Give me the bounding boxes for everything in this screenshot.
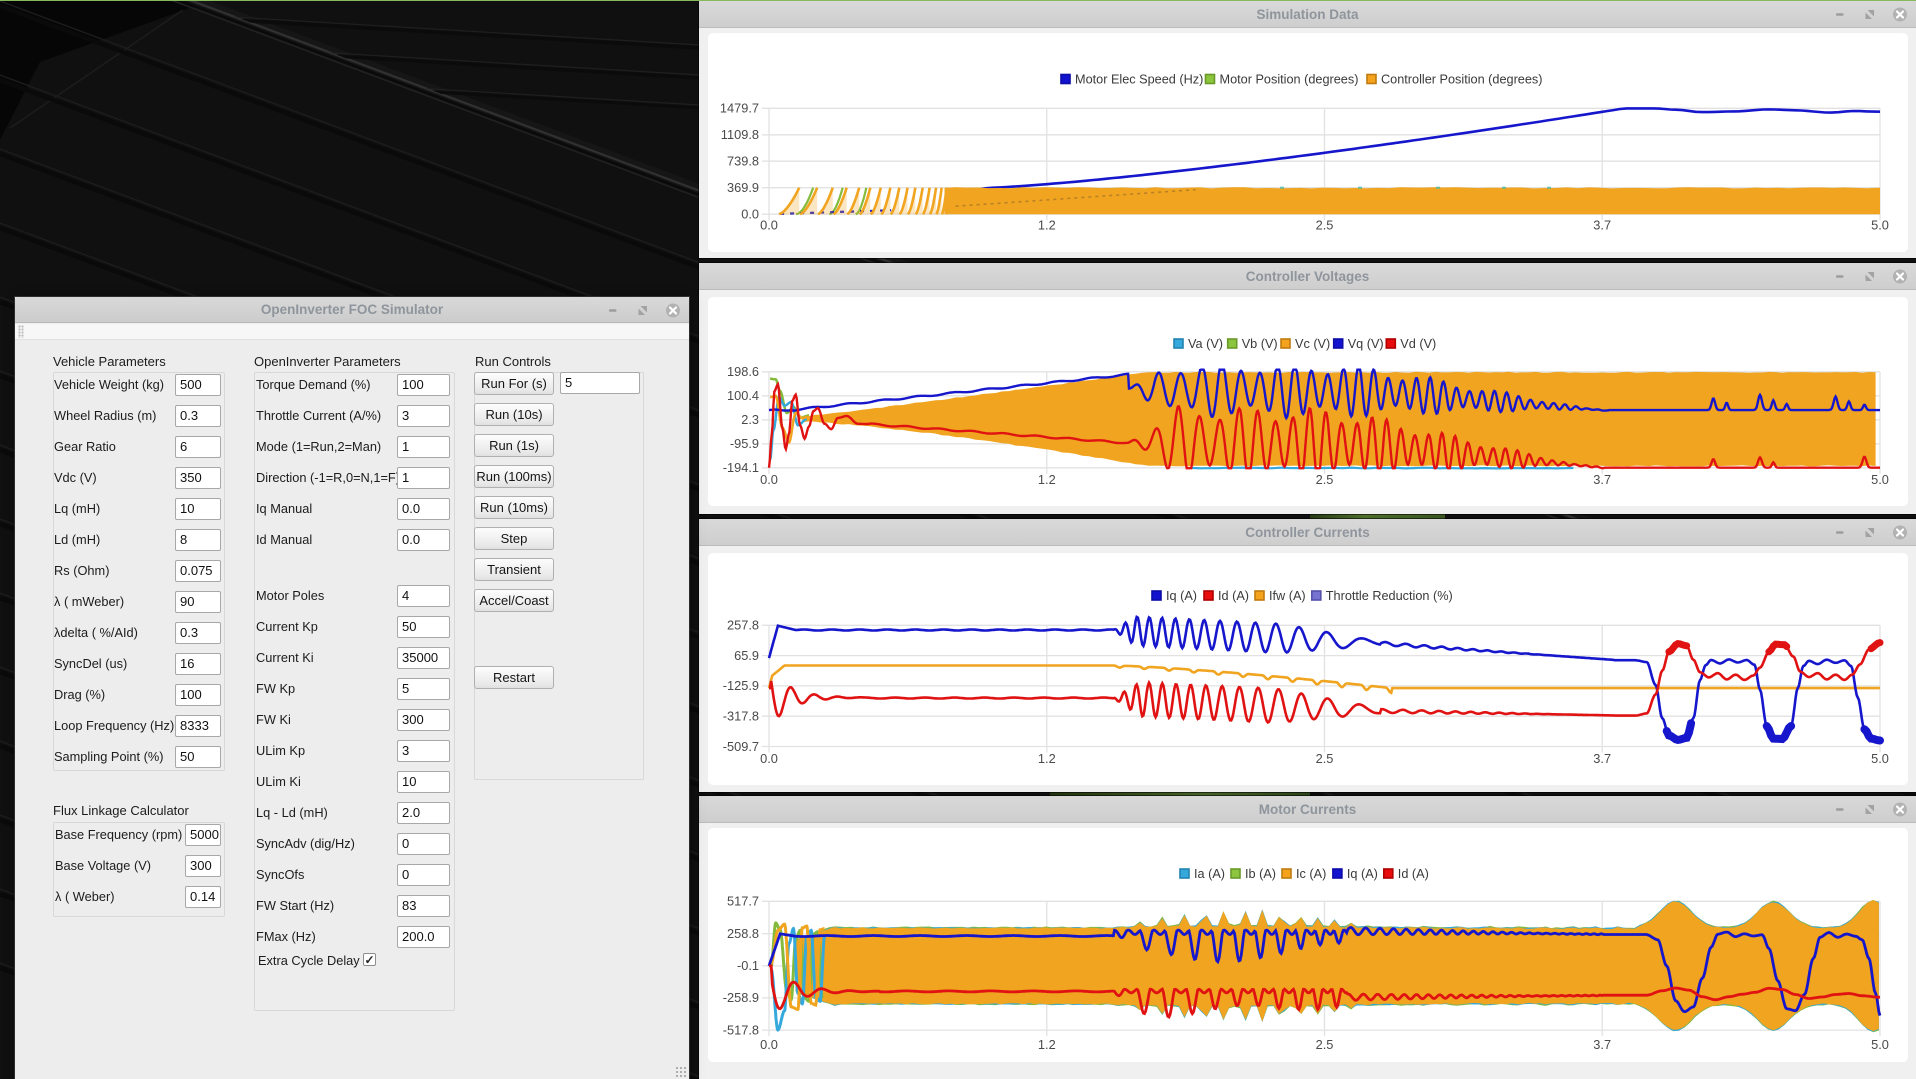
svg-text:Ib (A): Ib (A) [1245, 867, 1276, 881]
svg-text:258.8: 258.8 [727, 926, 759, 941]
svg-text:198.6: 198.6 [727, 364, 759, 379]
svg-text:-0.1: -0.1 [737, 958, 759, 973]
svg-text:Vc (V): Vc (V) [1295, 337, 1330, 351]
svg-text:-517.8: -517.8 [723, 1022, 759, 1037]
svg-text:100.4: 100.4 [727, 388, 759, 403]
svg-text:-95.9: -95.9 [730, 436, 759, 451]
svg-text:Throttle Reduction (%): Throttle Reduction (%) [1326, 589, 1453, 603]
svg-text:Va (V): Va (V) [1188, 337, 1223, 351]
svg-text:Ifw (A): Ifw (A) [1269, 589, 1306, 603]
svg-text:65.9: 65.9 [734, 648, 759, 663]
svg-text:Controller Position (degrees): Controller Position (degrees) [1381, 73, 1543, 87]
svg-text:0.0: 0.0 [760, 472, 778, 487]
svg-text:Iq (A): Iq (A) [1166, 589, 1197, 603]
svg-text:3.7: 3.7 [1593, 218, 1611, 233]
svg-text:1479.7: 1479.7 [720, 101, 759, 116]
svg-text:1.2: 1.2 [1038, 218, 1056, 233]
svg-text:-125.9: -125.9 [723, 678, 759, 693]
svg-text:739.8: 739.8 [727, 154, 759, 169]
svg-text:Ia (A): Ia (A) [1194, 867, 1225, 881]
svg-text:0.0: 0.0 [760, 751, 778, 766]
svg-text:517.7: 517.7 [727, 894, 759, 909]
svg-text:5.0: 5.0 [1871, 218, 1889, 233]
svg-text:3.7: 3.7 [1593, 751, 1611, 766]
svg-text:-194.1: -194.1 [723, 460, 759, 475]
svg-text:2.5: 2.5 [1316, 472, 1334, 487]
svg-text:Id (A): Id (A) [1218, 589, 1249, 603]
svg-text:1.2: 1.2 [1038, 1037, 1056, 1052]
svg-text:257.8: 257.8 [727, 618, 759, 633]
svg-text:1.2: 1.2 [1038, 751, 1056, 766]
svg-text:3.7: 3.7 [1593, 472, 1611, 487]
svg-text:5.0: 5.0 [1871, 1037, 1889, 1052]
svg-text:Motor Elec Speed (Hz): Motor Elec Speed (Hz) [1075, 73, 1203, 87]
svg-text:-317.8: -317.8 [723, 709, 759, 724]
svg-text:2.5: 2.5 [1316, 218, 1334, 233]
svg-text:3.7: 3.7 [1593, 1037, 1611, 1052]
svg-text:5.0: 5.0 [1871, 751, 1889, 766]
svg-text:Motor Position (degrees): Motor Position (degrees) [1220, 73, 1359, 87]
svg-text:Id (A): Id (A) [1398, 867, 1429, 881]
svg-text:Vq (V): Vq (V) [1348, 337, 1384, 351]
svg-text:-509.7: -509.7 [723, 739, 759, 754]
svg-text:5.0: 5.0 [1871, 472, 1889, 487]
svg-text:Iq (A): Iq (A) [1347, 867, 1378, 881]
svg-text:Vd (V): Vd (V) [1400, 337, 1436, 351]
svg-text:369.9: 369.9 [727, 180, 759, 195]
svg-text:1109.8: 1109.8 [721, 127, 759, 142]
svg-text:Vb (V): Vb (V) [1242, 337, 1278, 351]
svg-text:0.0: 0.0 [741, 207, 759, 222]
svg-text:2.5: 2.5 [1316, 751, 1334, 766]
svg-text:1.2: 1.2 [1038, 472, 1056, 487]
svg-text:2.3: 2.3 [741, 412, 759, 427]
svg-text:0.0: 0.0 [760, 1037, 778, 1052]
svg-text:Ic (A): Ic (A) [1296, 867, 1326, 881]
svg-text:2.5: 2.5 [1316, 1037, 1334, 1052]
svg-text:-258.9: -258.9 [723, 990, 759, 1005]
svg-text:0.0: 0.0 [760, 218, 778, 233]
